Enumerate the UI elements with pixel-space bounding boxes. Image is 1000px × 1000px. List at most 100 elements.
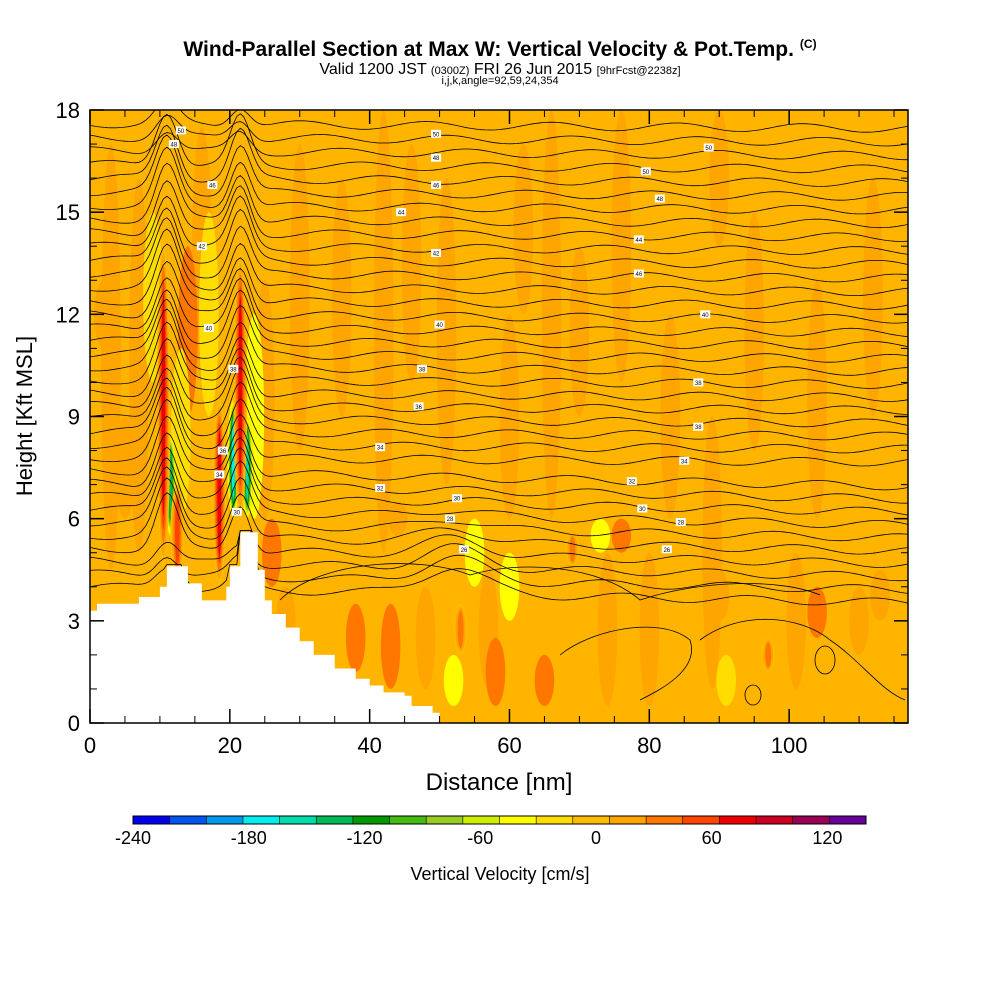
colorbar-tick-label: -60 — [467, 828, 493, 848]
contour-label-text: 48 — [656, 197, 663, 203]
theta-contour — [90, 377, 908, 441]
y-tick-label: 12 — [56, 302, 80, 327]
theta-contour — [90, 113, 908, 174]
theta-contour — [90, 354, 908, 415]
contour-label-bg — [228, 364, 239, 373]
colorbar-swatch — [426, 816, 464, 824]
contour-label-bg — [214, 470, 225, 479]
contour-label: 30 — [637, 504, 648, 513]
velocity-shade — [485, 637, 506, 706]
x-tick-label: 60 — [497, 733, 521, 758]
theta-contour — [90, 466, 908, 542]
theta-contour — [744, 684, 762, 706]
y-tick-label: 9 — [68, 405, 80, 430]
contour-label-bg — [217, 446, 228, 455]
velocity-shade — [541, 110, 562, 519]
contour-label-bg — [196, 242, 207, 251]
terrain-mask — [90, 532, 440, 723]
grid-params-subtitle: i,j,k,angle=92,59,24,354 — [441, 75, 559, 87]
theta-contour — [90, 530, 908, 606]
valid-time-subtitle: Valid 1200 JST (0300Z) FRI 26 Jun 2015 [… — [0, 61, 1000, 79]
contour-label-bg — [633, 269, 644, 278]
contour-label-bg — [168, 140, 179, 149]
contour-label-text: 50 — [178, 129, 185, 135]
contour-label: 50 — [431, 129, 442, 138]
theta-contour — [814, 645, 836, 675]
velocity-shade — [660, 314, 681, 519]
colorbar-label: Vertical Velocity [cm/s] — [410, 864, 589, 884]
contour-label: 38 — [693, 422, 704, 431]
contour-label-bg — [413, 402, 424, 411]
colorbar-swatch — [206, 816, 244, 824]
chart-title: Wind-Parallel Section at Max W: Vertical… — [0, 37, 1000, 62]
contour-label-text: 44 — [635, 238, 642, 244]
contour-label: 36 — [413, 402, 424, 411]
contour-label-bg — [231, 507, 242, 516]
contour-label: 50 — [640, 167, 651, 176]
x-tick-label: 20 — [218, 733, 242, 758]
contour-label-text: 46 — [209, 183, 216, 189]
theta-contour — [90, 114, 908, 147]
theta-contour — [90, 386, 908, 454]
velocity-shade — [639, 552, 660, 706]
theta-contour — [90, 415, 908, 491]
contour-label-text: 26 — [663, 548, 670, 554]
contour-label: 40 — [434, 320, 445, 329]
contour-label: 30 — [231, 507, 242, 516]
contour-label: 48 — [168, 140, 179, 149]
theta-contour — [90, 260, 908, 324]
colorbar-swatch — [792, 816, 830, 824]
contour-label: 50 — [703, 143, 714, 152]
contour-label-text: 40 — [702, 313, 709, 319]
contour-label: 46 — [431, 180, 442, 189]
velocity-shade — [289, 144, 310, 451]
velocity-shade — [590, 518, 611, 553]
theta-contour — [90, 217, 908, 283]
contour-label-bg — [203, 323, 214, 332]
contour-label-bg — [459, 545, 470, 554]
contour-label-bg — [431, 153, 442, 162]
contour-label-text: 38 — [230, 367, 237, 373]
contour-label-bg — [661, 545, 672, 554]
x-tick-label: 40 — [357, 733, 381, 758]
velocity-shade — [569, 246, 590, 417]
theta-contour — [90, 124, 908, 187]
contour-label-text: 42 — [199, 245, 206, 251]
colorbar-swatch — [719, 816, 757, 824]
theta-contour — [90, 492, 908, 568]
contour-label-text: 34 — [681, 459, 688, 465]
colorbar-swatch — [462, 816, 500, 824]
contour-label-bg — [654, 194, 665, 203]
theta-contour — [90, 289, 908, 350]
contour-label-text: 30 — [639, 507, 646, 513]
theta-contour — [90, 446, 908, 516]
theta-contour — [90, 338, 908, 402]
contour-label-bg — [431, 180, 442, 189]
colorbar-swatch — [646, 816, 684, 824]
contour-label-text: 30 — [454, 497, 461, 503]
velocity-shade — [345, 603, 366, 672]
velocity-shade — [217, 430, 222, 557]
velocity-shade — [331, 178, 352, 417]
x-tick-label: 100 — [771, 733, 808, 758]
contour-label-bg — [396, 208, 407, 217]
contour-label: 34 — [375, 443, 386, 452]
contour-label: 32 — [375, 484, 386, 493]
x-tick-label: 80 — [637, 733, 661, 758]
velocity-shade — [765, 642, 772, 668]
velocity-shade — [807, 586, 827, 638]
contour-label-bg — [633, 235, 644, 244]
contour-label-bg — [375, 484, 386, 493]
contour-label-text: 28 — [447, 517, 454, 523]
contour-label-bg — [452, 494, 463, 503]
velocity-shade — [373, 110, 394, 553]
contour-label-text: 28 — [677, 521, 684, 527]
contour-label: 44 — [396, 208, 407, 217]
velocity-shade — [380, 603, 401, 689]
theta-contour — [90, 130, 908, 161]
colorbar-swatch — [572, 816, 610, 824]
contour-label: 50 — [175, 126, 186, 135]
colorbar-tick-label: -240 — [115, 828, 151, 848]
contour-label-bg — [626, 477, 637, 486]
